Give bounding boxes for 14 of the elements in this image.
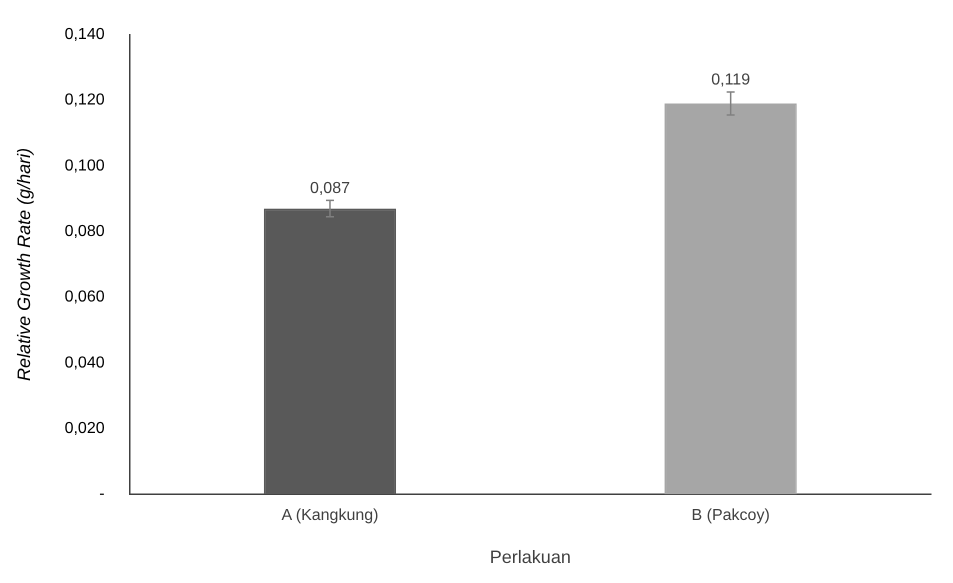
- x-tick-label: B (Pakcoy): [692, 507, 770, 524]
- y-tick-label: 0,120: [64, 92, 105, 109]
- x-axis-title: Perlakuan: [490, 547, 571, 568]
- x-tick-label: A (Kangkung): [282, 507, 378, 524]
- y-tick-label: -: [99, 486, 105, 503]
- y-tick-label: 0,080: [64, 222, 105, 240]
- y-tick-label: 0,020: [64, 420, 105, 437]
- y-tick-label: 0,040: [64, 354, 105, 372]
- y-tick-label: 0,100: [64, 157, 105, 174]
- y-tick-label: 0,140: [64, 26, 105, 44]
- y-axis-title: Relative Growth Rate (g/hari): [14, 148, 34, 381]
- y-tick-label: 0,060: [64, 288, 105, 306]
- data-label: 0,119: [711, 71, 750, 88]
- data-label: 0,087: [310, 180, 350, 197]
